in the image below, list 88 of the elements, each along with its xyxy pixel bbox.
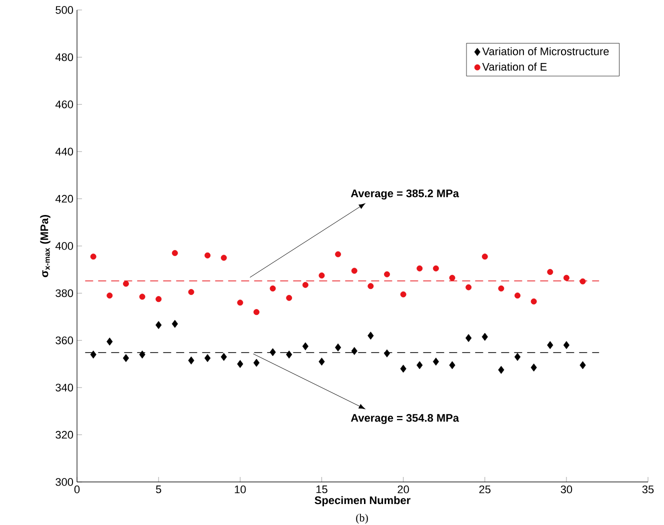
point bbox=[368, 283, 374, 290]
point bbox=[530, 298, 537, 304]
point bbox=[286, 350, 292, 359]
point bbox=[188, 356, 194, 364]
point bbox=[270, 285, 276, 292]
y-tick-label: 300 bbox=[56, 478, 74, 486]
point bbox=[351, 347, 358, 356]
point bbox=[449, 274, 456, 281]
point bbox=[237, 360, 244, 368]
point bbox=[204, 252, 211, 258]
y-tick-label: 320 bbox=[56, 430, 74, 439]
point bbox=[204, 354, 211, 362]
point bbox=[302, 282, 308, 288]
point bbox=[156, 321, 162, 330]
point bbox=[432, 358, 439, 366]
x-tick-label: 20 bbox=[398, 486, 409, 494]
y-tick-label: 340 bbox=[56, 384, 74, 392]
point bbox=[237, 300, 244, 306]
point bbox=[400, 291, 406, 298]
point bbox=[416, 361, 423, 370]
point bbox=[498, 285, 504, 292]
point bbox=[514, 352, 521, 361]
y-tick-label: 380 bbox=[56, 289, 74, 298]
point bbox=[384, 271, 390, 278]
point bbox=[368, 332, 374, 340]
point bbox=[563, 274, 570, 281]
point bbox=[253, 309, 260, 316]
y-tick-label: 460 bbox=[55, 100, 74, 108]
point bbox=[351, 268, 358, 274]
point bbox=[563, 341, 570, 350]
point bbox=[188, 289, 194, 296]
point bbox=[530, 364, 537, 372]
point bbox=[139, 294, 146, 300]
x-tick-label: 5 bbox=[156, 486, 162, 494]
x-tick-label: 15 bbox=[316, 486, 328, 494]
legend-label: Variation of Microstructure bbox=[482, 47, 609, 56]
point bbox=[139, 350, 146, 359]
point bbox=[482, 254, 488, 260]
x-tick-label: 30 bbox=[560, 486, 572, 494]
point bbox=[514, 292, 520, 299]
point bbox=[286, 294, 292, 301]
point bbox=[498, 366, 504, 374]
point bbox=[547, 268, 554, 275]
point bbox=[432, 265, 439, 272]
y-tick-label: 480 bbox=[55, 53, 74, 62]
x-tick-label: 35 bbox=[642, 486, 654, 494]
point bbox=[302, 342, 308, 350]
y-tick-label: 360 bbox=[56, 336, 74, 344]
y-tick-label: 440 bbox=[55, 148, 74, 156]
x-tick-label: 10 bbox=[234, 486, 246, 494]
point bbox=[172, 320, 178, 328]
point bbox=[90, 350, 96, 359]
x-tick-label: 0 bbox=[74, 486, 80, 494]
point bbox=[106, 292, 113, 299]
point bbox=[122, 354, 129, 362]
point bbox=[580, 361, 586, 370]
point bbox=[334, 343, 342, 352]
legend-label: Variation of E bbox=[482, 62, 547, 71]
point bbox=[318, 272, 325, 278]
point bbox=[384, 349, 390, 358]
point bbox=[90, 254, 96, 260]
point bbox=[335, 251, 342, 258]
text: (b) bbox=[356, 514, 368, 524]
point bbox=[449, 361, 456, 370]
point bbox=[400, 364, 406, 373]
y-tick-label: 500 bbox=[56, 6, 74, 14]
annotation: Average = 385.2 MPa bbox=[350, 190, 460, 200]
point bbox=[466, 334, 472, 342]
point bbox=[106, 338, 113, 346]
point bbox=[318, 358, 325, 366]
y-axis-title: σ$_{x-max}$ (MPa) bbox=[40, 215, 50, 278]
x-axis-title: Specimen Number bbox=[314, 496, 410, 506]
point bbox=[220, 352, 227, 361]
point bbox=[220, 254, 227, 261]
point bbox=[253, 358, 260, 367]
annotation: Average = 354.8 MPa bbox=[350, 414, 460, 424]
point bbox=[270, 348, 276, 356]
point bbox=[547, 341, 554, 350]
point bbox=[156, 296, 162, 302]
point bbox=[482, 332, 488, 341]
y-tick-label: 400 bbox=[55, 242, 74, 250]
point bbox=[466, 284, 472, 290]
y-tick-label: 420 bbox=[55, 194, 74, 203]
point bbox=[172, 250, 178, 256]
x-tick-label: 25 bbox=[479, 486, 490, 494]
point bbox=[580, 278, 586, 284]
point bbox=[416, 265, 423, 272]
point bbox=[122, 280, 129, 287]
